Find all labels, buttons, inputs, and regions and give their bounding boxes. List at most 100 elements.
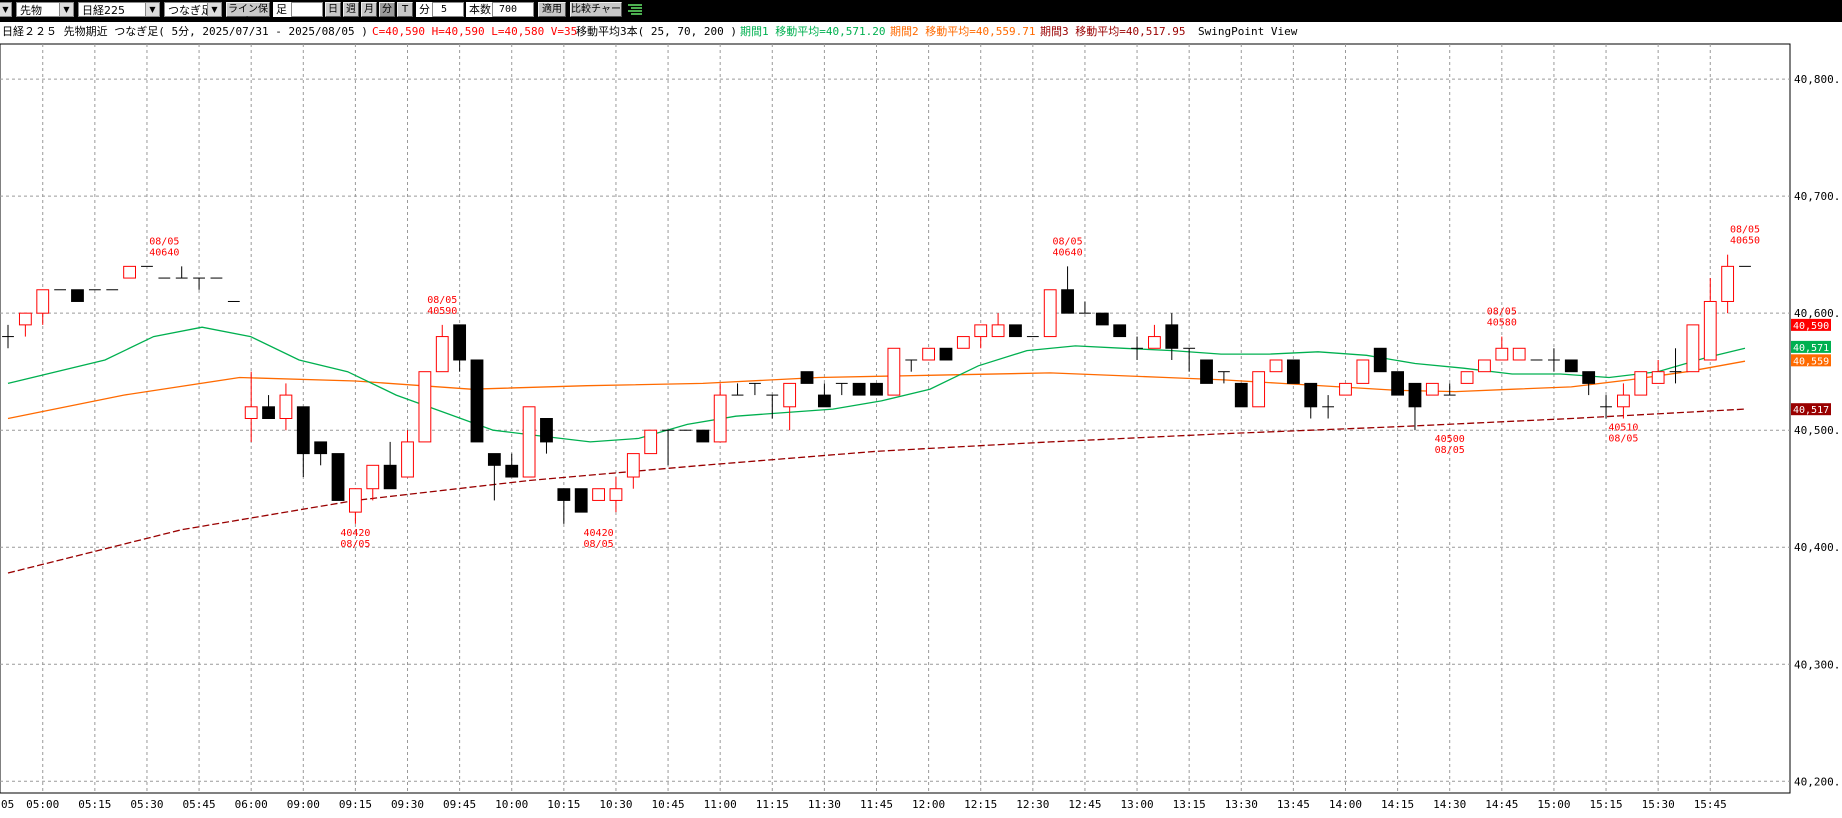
candle-body [939,347,953,361]
swing-point-label: 40580 [1487,318,1517,329]
swing-point-label: 40640 [149,247,179,258]
x-tick-label: 13:15 [1173,798,1206,811]
candle-body [592,488,605,501]
candle-body [1460,371,1474,384]
candle-body [123,265,136,279]
candle-body [314,441,328,455]
swing-point-label: 40510 [1608,423,1638,434]
candle-body [1564,359,1578,373]
menu-arrow-icon[interactable]: ▼ [0,2,12,17]
candle-body [1113,324,1127,338]
candle-body [800,371,814,384]
x-tick-label: 15:15 [1589,798,1622,811]
candle-body [470,359,484,443]
period-tick-button[interactable]: T [397,2,413,17]
candle-body [696,429,710,443]
x-tick-label: 13:45 [1277,798,1310,811]
market-select[interactable]: 先物 ▼ [16,2,74,17]
period-minute-button[interactable]: 分 [379,2,395,17]
ashi-label: 足 [273,2,291,17]
candle-body [974,324,988,338]
candle-body [1061,289,1074,314]
x-tick-label: 14:00 [1329,798,1362,811]
y-tick-label: 40,600. [1794,307,1840,320]
candle-body [1252,371,1266,408]
candle-body [540,418,553,443]
candle-body [418,371,432,443]
bars-input[interactable]: 700 [492,2,534,17]
toolbar: ▼ 先物▼ 日経225▼ つなぎ足▼ ライン保存 足 日 週 月 分 T 分 5… [0,0,1842,28]
candle-body [991,324,1005,338]
view-mode-label: SwingPoint View [1198,25,1298,38]
period-month-button[interactable]: 月 [361,2,377,17]
x-tick-label: 15:30 [1642,798,1675,811]
period-week-button[interactable]: 週 [343,2,359,17]
candle-body [956,336,970,349]
candle-body [1286,359,1300,384]
x-tick-label: 14:15 [1381,798,1414,811]
interval-unit-label: 分 [416,2,432,17]
candle-body [1304,382,1318,408]
interval-input[interactable]: 5 [432,2,464,17]
x-tick-label: 14:45 [1485,798,1518,811]
candle-body [1425,382,1439,396]
candle-body [922,347,936,361]
x-tick-label: 15:00 [1537,798,1570,811]
x-tick-label: 15:45 [1694,798,1727,811]
candle-body [1009,324,1022,338]
candle-body [1043,289,1057,338]
candle-body [1095,312,1109,326]
price-tag-label: 40,517. [1793,405,1835,416]
x-tick-label: 14:30 [1433,798,1466,811]
list-icon[interactable] [628,3,642,17]
candle-body [1373,347,1387,373]
candle-body [644,429,658,455]
chart-title: 日経２２５ 先物期近 つなぎ足( 5分, 2025/07/31 - 2025/0… [2,25,368,38]
price-tag-label: 40,590 [1793,321,1829,332]
candle-body [505,464,519,478]
apply-button[interactable]: 適用 [538,2,566,17]
ma3-line [7,408,1746,574]
ashi-input[interactable] [291,2,323,17]
x-tick-label: 12:30 [1016,798,1049,811]
candle-body [1200,359,1213,384]
ma1-line [7,326,1746,443]
chain-select[interactable]: つなぎ足 ▼ [164,2,222,17]
x-tick-label: 09:30 [391,798,424,811]
candle-body [1148,336,1161,349]
candle-body [1269,359,1283,373]
x-tick-label: 09:45 [443,798,476,811]
y-tick-label: 40,400. [1794,541,1840,554]
candle-body [1339,382,1352,396]
price-tag [1791,354,1831,367]
x-tick-label: 11:00 [704,798,737,811]
candle-body [348,488,362,513]
candle-body [1582,371,1596,384]
y-tick-label: 40,300. [1794,658,1840,671]
swing-point-label: 08/05 [340,539,370,550]
swing-point-label: 40640 [1053,247,1083,258]
candle-body [1721,265,1735,302]
swing-point-label: 08/05 [1487,307,1517,318]
swing-point-label: 08/05 [584,539,614,550]
candle-body [36,289,50,314]
candle-body [401,441,414,478]
candle-body [713,394,727,443]
ma2-readout: 期間2 移動平均=40,559.71 [890,25,1036,38]
candle-body [852,382,866,396]
period-day-button[interactable]: 日 [325,2,341,17]
y-tick-label: 40,500. [1794,424,1840,437]
candle-body [18,312,32,326]
x-tick-label: 13:30 [1225,798,1258,811]
candle-body [383,464,397,490]
candle-body [626,453,640,478]
x-tick-label: 11:30 [808,798,841,811]
candle-body [557,488,571,501]
symbol-value: 日経225 [82,4,125,17]
x-tick-label: 10:00 [495,798,528,811]
x-tick-label: 10:15 [547,798,580,811]
symbol-select[interactable]: 日経225 ▼ [78,2,160,17]
ma-header: 移動平均3本( 25, 70, 200 ) [576,25,737,38]
chevron-down-icon: ▼ [145,3,159,16]
